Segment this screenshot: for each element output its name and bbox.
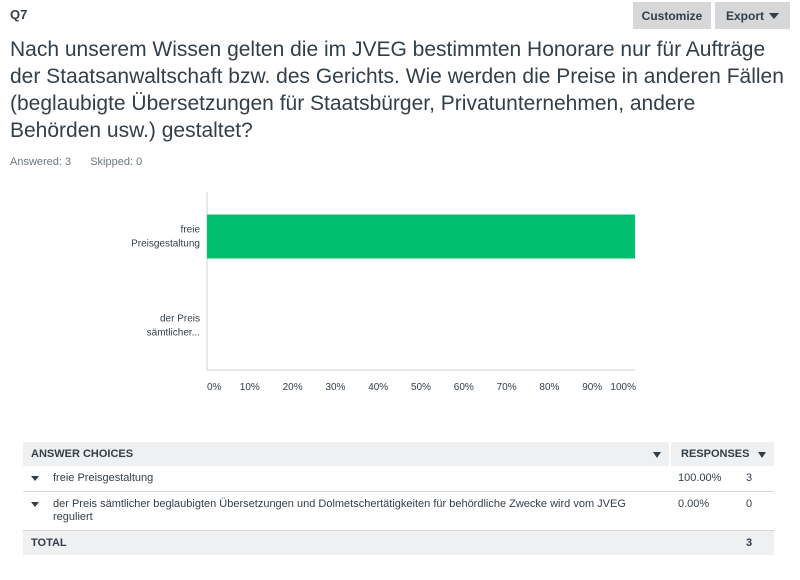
- table-row: freie Preisgestaltung 100.00% 3: [23, 466, 774, 492]
- x-tick-label: 50%: [411, 382, 431, 393]
- answer-choices-header-label: ANSWER CHOICES: [31, 448, 134, 460]
- percent-cell: 100.00%: [670, 466, 738, 492]
- bar-chart: freie Preisgestaltung der Preis sämtlicher.…: [131, 192, 636, 393]
- question-title: Nach unserem Wissen gelten die im JVEG b…: [10, 38, 784, 142]
- caret-down-icon: [769, 12, 779, 19]
- x-tick-label: 0%: [207, 382, 222, 393]
- category-label: sämtlicher...: [147, 328, 200, 339]
- responses-header-label: RESPONSES: [681, 448, 750, 460]
- x-tick-label: 100%: [610, 382, 636, 393]
- total-label: TOTAL: [23, 530, 670, 555]
- category-label: der Preis: [160, 314, 200, 325]
- choice-cell: freie Preisgestaltung: [23, 466, 670, 492]
- percent-cell: 0.00%: [670, 491, 738, 531]
- choice-text: der Preis sämtlicher beglaubigten Überse…: [53, 498, 626, 523]
- responses-header[interactable]: RESPONSES: [669, 442, 774, 466]
- category-label: freie: [181, 225, 201, 236]
- answered-count: Answered: 3: [10, 156, 72, 168]
- bar: [207, 214, 635, 259]
- question-number: Q7: [10, 7, 28, 22]
- answer-table: ANSWER CHOICES RESPONSES freie Preisgest…: [23, 442, 774, 555]
- count-cell: 0: [738, 491, 774, 531]
- customize-button-label: Customize: [641, 8, 703, 23]
- total-spacer: [670, 530, 738, 555]
- count-cell: 3: [738, 466, 774, 492]
- expand-caret-icon[interactable]: [31, 502, 39, 507]
- sort-caret-icon[interactable]: [653, 452, 661, 458]
- x-tick-label: 80%: [539, 382, 559, 393]
- table-row: der Preis sämtlicher beglaubigten Überse…: [23, 491, 774, 531]
- x-tick-label: 70%: [497, 382, 517, 393]
- x-tick-label: 60%: [454, 382, 474, 393]
- x-tick-label: 10%: [240, 382, 260, 393]
- expand-caret-icon[interactable]: [31, 476, 39, 481]
- total-count: 3: [738, 530, 774, 555]
- x-tick-label: 90%: [582, 382, 602, 393]
- customize-button[interactable]: Customize: [633, 2, 711, 29]
- total-row: TOTAL 3: [23, 530, 774, 555]
- sort-caret-icon[interactable]: [758, 452, 766, 458]
- x-tick-label: 30%: [325, 382, 345, 393]
- category-label: Preisgestaltung: [131, 239, 200, 250]
- choice-text: freie Preisgestaltung: [53, 472, 154, 484]
- answer-choices-header[interactable]: ANSWER CHOICES: [23, 442, 670, 466]
- choice-cell: der Preis sämtlicher beglaubigten Überse…: [23, 491, 670, 531]
- skipped-count: Skipped: 0: [90, 156, 143, 168]
- x-tick-label: 20%: [283, 382, 303, 393]
- x-tick-label: 40%: [368, 382, 388, 393]
- response-stats: Answered: 3 Skipped: 0: [10, 156, 158, 168]
- export-button-label: Export: [725, 8, 764, 23]
- export-button[interactable]: Export: [715, 2, 790, 29]
